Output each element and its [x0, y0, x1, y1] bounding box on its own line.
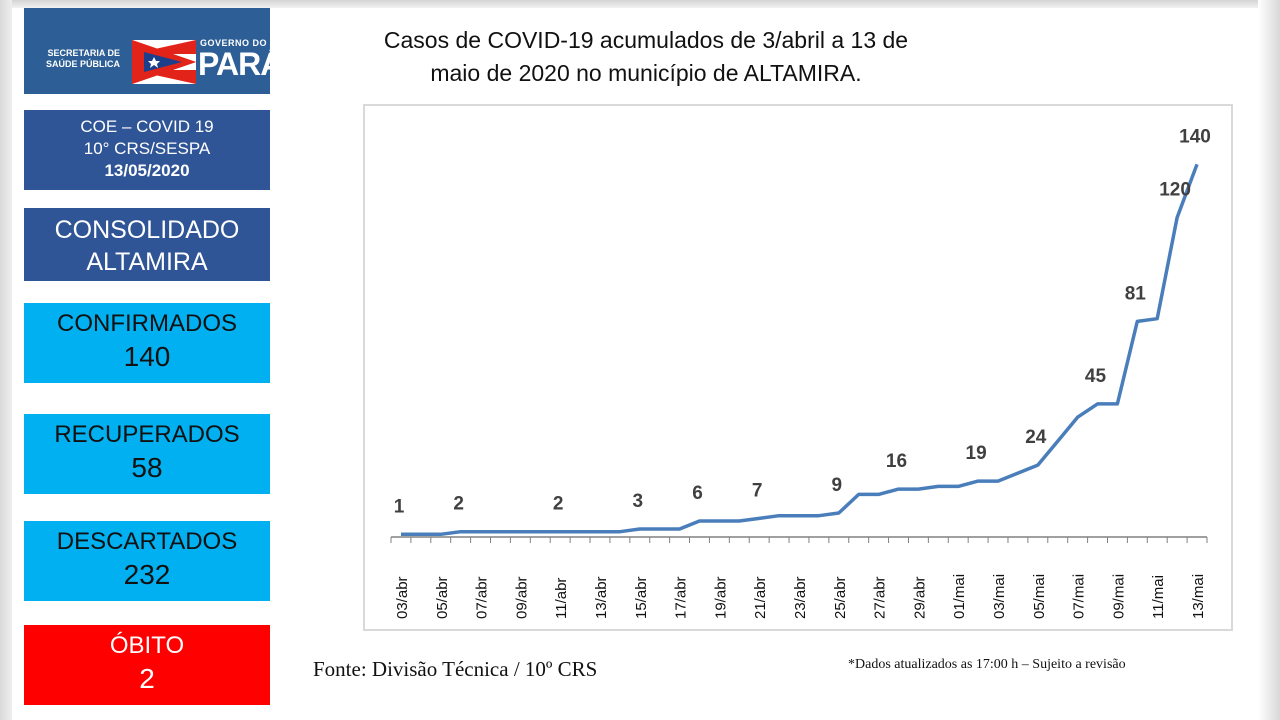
data-label: 3: [633, 491, 644, 512]
descartados-label: DESCARTADOS: [56, 528, 238, 555]
x-tick-label: 09/abr: [513, 576, 530, 619]
data-label: 81: [1125, 283, 1147, 304]
x-tick-label: 11/mai: [1150, 575, 1167, 619]
chart-frame: 03/abr 05/abr 07/abr 09/abr 11/abr 13/abr 15/a…: [363, 104, 1233, 631]
data-label: 6: [692, 483, 703, 504]
confirmados-value: 140: [123, 341, 171, 372]
secretaria-line1: SECRETARIA DE: [47, 48, 120, 58]
update-note: *Dados atualizados as 17:00 h – Sujeito …: [848, 657, 1126, 672]
x-tick-label: 01/mai: [951, 574, 968, 619]
sespa-logo: SECRETARIA DE SAÚDE PÚBLICA GOVERNO DO P…: [24, 8, 283, 94]
data-label: 16: [886, 451, 907, 472]
para-flag-icon: [132, 40, 196, 84]
consolidado-line1: CONSOLIDADO: [54, 216, 240, 244]
x-tick-label: 23/abr: [792, 576, 809, 619]
x-tick-label: 11/abr: [553, 578, 570, 619]
x-tick-label: 27/abr: [872, 576, 889, 619]
line-chart: 03/abr 05/abr 07/abr 09/abr 11/abr 13/abr 15/a…: [390, 126, 1211, 619]
data-label: 45: [1085, 366, 1107, 387]
obito-value: 2: [139, 663, 155, 694]
right-border: [1258, 0, 1280, 720]
data-label: 1: [394, 496, 405, 517]
x-tick-label: 05/mai: [1031, 574, 1048, 619]
coe-date: 13/05/2020: [104, 161, 190, 180]
obito-label: ÓBITO: [109, 632, 185, 659]
data-label: 24: [1025, 427, 1047, 448]
x-tick-label: 03/mai: [991, 574, 1008, 619]
governo-text: GOVERNO DO: [200, 38, 268, 48]
x-tick-label: 19/abr: [712, 576, 729, 619]
data-label: 2: [453, 494, 464, 515]
consolidado-box: CONSOLIDADO ALTAMIRA: [24, 208, 270, 281]
x-tick-label: 03/abr: [394, 576, 411, 619]
recuperados-box: RECUPERADOS 58: [24, 414, 270, 494]
source-text: Fonte: Divisão Técnica / 10º CRS: [313, 657, 598, 681]
x-tick-label: 13/abr: [593, 576, 610, 619]
top-border: [0, 0, 1280, 8]
data-label: 140: [1179, 126, 1211, 147]
x-tick-label: 21/abr: [752, 576, 769, 619]
descartados-value: 232: [123, 559, 171, 590]
descartados-box: DESCARTADOS 232: [24, 521, 270, 601]
confirmados-box: CONFIRMADOS 140: [24, 303, 270, 383]
left-border: [0, 0, 12, 720]
x-tick-label: 07/mai: [1071, 574, 1088, 619]
coe-line2: 10° CRS/SESPA: [83, 139, 211, 158]
chart-title: Casos de COVID-19 acumulados de 3/abril …: [383, 27, 909, 86]
data-label: 7: [752, 480, 763, 501]
x-tick-label: 05/abr: [434, 576, 451, 619]
confirmados-label: CONFIRMADOS: [57, 310, 237, 337]
coe-line1: COE – COVID 19: [80, 117, 214, 136]
recuperados-value: 58: [131, 452, 163, 483]
para-text: PARÁ: [198, 46, 283, 82]
data-label: 19: [966, 443, 987, 464]
x-tick-label: 29/abr: [911, 576, 928, 619]
obito-box: ÓBITO 2: [24, 625, 270, 705]
consolidado-line2: ALTAMIRA: [86, 248, 208, 276]
x-tick-label: 15/abr: [633, 576, 650, 619]
secretaria-line2: SAÚDE PÚBLICA: [45, 59, 120, 69]
data-label: 9: [832, 475, 843, 496]
x-tick-label: 09/mai: [1110, 574, 1127, 619]
x-tick-label: 17/abr: [673, 576, 690, 619]
coe-box: COE – COVID 19 10° CRS/SESPA 13/05/2020: [24, 110, 270, 190]
x-tick-label: 13/mai: [1190, 574, 1207, 619]
series-line: [401, 163, 1199, 537]
secretaria-text: SECRETARIA DE SAÚDE PÚBLICA: [32, 48, 120, 70]
recuperados-label: RECUPERADOS: [54, 421, 240, 448]
x-tick-label: 07/abr: [474, 576, 491, 619]
data-label: 2: [553, 494, 564, 515]
x-tick-label: 25/abr: [832, 576, 849, 619]
data-label: 120: [1159, 180, 1191, 201]
